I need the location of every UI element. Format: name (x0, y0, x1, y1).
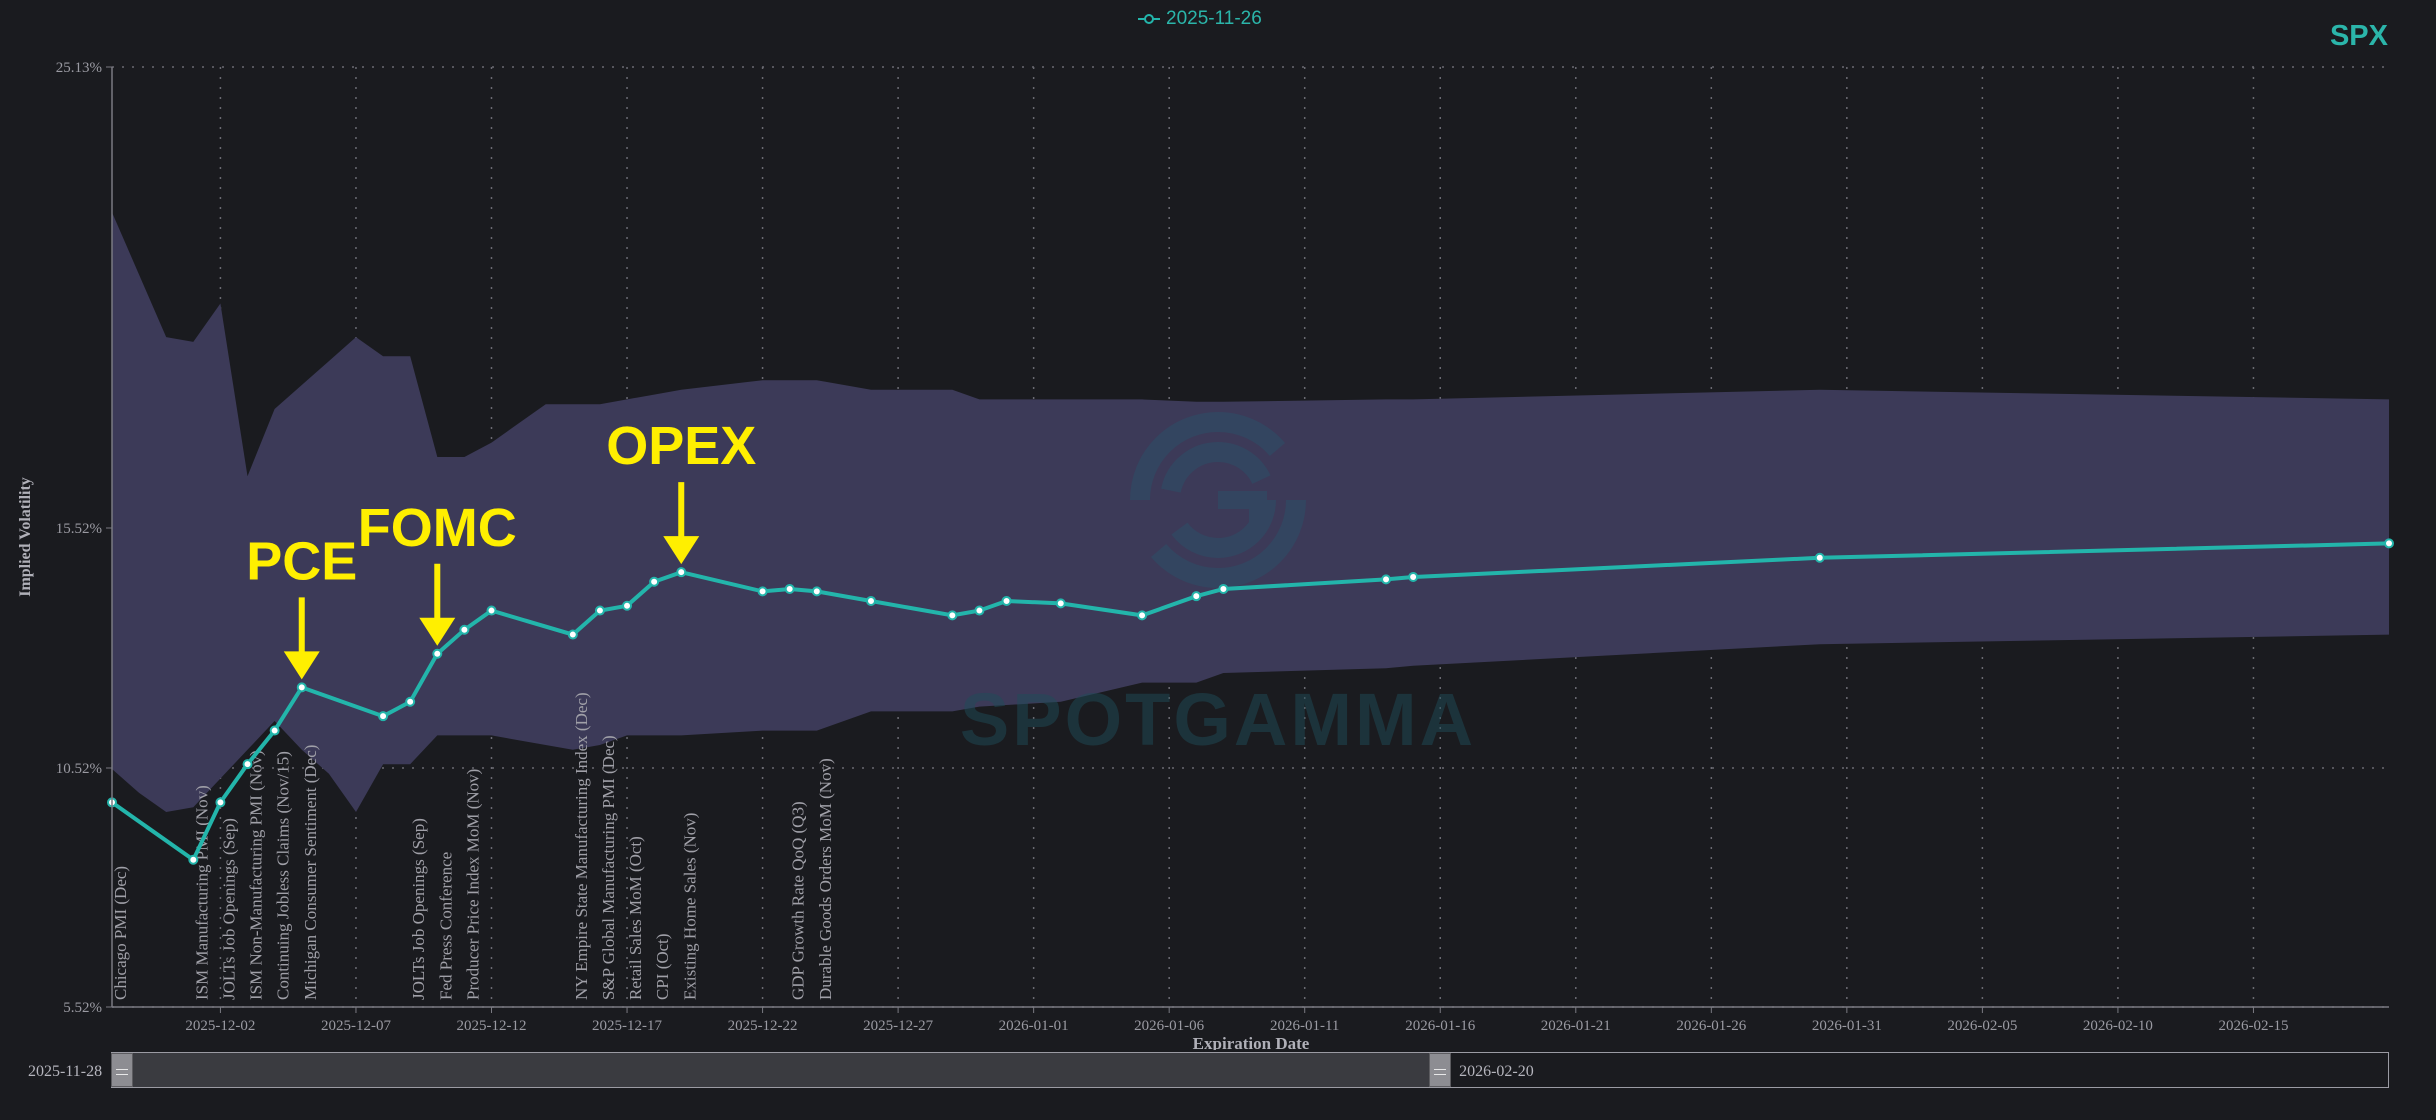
x-tick-label: 2026-01-16 (1405, 1018, 1475, 1034)
event-label: ISM Manufacturing PMI (Nov) (192, 785, 211, 1000)
annotation-arrow-head-icon (283, 651, 320, 680)
data-point[interactable] (1408, 571, 1419, 582)
event-label: Existing Home Sales (Nov) (680, 813, 699, 1000)
slider-start-label: 2025-11-28 (28, 1063, 103, 1080)
data-point[interactable] (2384, 538, 2394, 549)
event-label: GDP Growth Rate QoQ (Q3) (789, 801, 808, 1000)
x-tick-label: 2026-01-31 (1812, 1018, 1882, 1034)
event-label: CPI (Oct) (653, 933, 672, 1000)
event-label: ISM Non-Manufacturing PMI (Nov) (247, 750, 266, 1000)
range-slider-left-handle[interactable] (111, 1053, 133, 1087)
data-point[interactable] (432, 648, 443, 659)
annotation-label-pce: PCE (246, 531, 357, 591)
spotgamma-watermark: SPOTGAMMA (960, 412, 1476, 761)
implied-volatility-chart[interactable]: SPOTGAMMA Chicago PMI (Dec) ISM Manufactu… (0, 0, 2436, 1050)
y-tick-label: 15.52% (56, 521, 102, 537)
data-point[interactable] (486, 605, 497, 616)
event-label: Retail Sales MoM (Oct) (626, 836, 645, 1000)
annotation-pce: PCE (246, 531, 357, 680)
data-point[interactable] (622, 600, 633, 611)
x-tick-label: 2025-12-27 (863, 1018, 933, 1034)
annotation-label-fomc: FOMC (358, 498, 517, 558)
y-tick-label: 25.13% (56, 60, 102, 76)
x-tick-label: 2026-01-21 (1541, 1018, 1611, 1034)
legend-line-marker-icon (1138, 14, 1160, 24)
data-point[interactable] (1001, 595, 1012, 606)
data-point[interactable] (296, 682, 307, 693)
data-point[interactable] (811, 586, 822, 597)
data-point[interactable] (1055, 598, 1066, 609)
data-point[interactable] (1218, 583, 1229, 594)
range-slider-selection[interactable] (112, 1053, 1441, 1087)
x-tick-label: 2025-12-07 (321, 1018, 391, 1034)
event-label: Fed Press Conference (436, 852, 455, 1000)
annotation-arrow-head-icon (419, 617, 456, 646)
data-point[interactable] (947, 610, 958, 621)
data-point[interactable] (757, 586, 768, 597)
data-point[interactable] (974, 605, 985, 616)
chart-legend[interactable]: 2025-11-26 (1138, 8, 1262, 30)
data-point[interactable] (242, 759, 253, 770)
data-point[interactable] (567, 629, 578, 640)
data-point[interactable] (405, 696, 416, 707)
annotation-fomc: FOMC (358, 498, 517, 646)
slider-end-label: 2026-02-20 (1459, 1063, 1534, 1080)
y-tick-label: 5.52% (63, 1000, 102, 1016)
x-tick-label: 2026-01-06 (1134, 1018, 1204, 1034)
range-slider-right-handle[interactable] (1429, 1053, 1452, 1087)
event-label: Chicago PMI (Dec) (111, 866, 130, 1000)
event-label: NY Empire State Manufacturing Index (Dec… (572, 692, 591, 1000)
data-point[interactable] (1381, 574, 1392, 585)
range-slider[interactable] (111, 1052, 2389, 1088)
x-tick-label: 2026-01-01 (999, 1018, 1069, 1034)
x-tick-label: 2026-01-26 (1676, 1018, 1746, 1034)
event-label: JOLTs Job Openings (Sep) (219, 818, 238, 1000)
annotation-opex: OPEX (606, 416, 756, 565)
x-tick-label: 2026-01-11 (1270, 1018, 1339, 1034)
data-point[interactable] (459, 624, 470, 635)
event-label: Continuing Jobless Claims (Nov/15) (274, 751, 293, 1000)
data-point[interactable] (188, 854, 199, 865)
y-tick-label: 10.52% (56, 761, 102, 777)
y-axis-title: Implied Volatility (17, 477, 34, 597)
data-point[interactable] (1137, 610, 1148, 621)
event-label: S&P Global Manufacturing PMI (Dec) (599, 735, 618, 1000)
watermark-text: SPOTGAMMA (960, 678, 1476, 761)
event-label: Michigan Consumer Sentiment (Dec) (301, 745, 320, 1000)
data-point[interactable] (269, 725, 280, 736)
annotation-label-opex: OPEX (606, 416, 756, 476)
ticker-symbol: SPX (2329, 20, 2388, 52)
data-point[interactable] (649, 576, 660, 587)
data-point[interactable] (378, 711, 389, 722)
x-tick-label: 2025-12-22 (728, 1018, 798, 1034)
spotgamma-logo-icon (1130, 412, 1306, 588)
x-tick-label: 2026-02-15 (2218, 1018, 2288, 1034)
x-tick-label: 2026-02-05 (1947, 1018, 2017, 1034)
event-label: Producer Price Index MoM (Nov) (463, 769, 482, 1000)
event-label: Durable Goods Orders MoM (Nov) (816, 758, 835, 1000)
data-point[interactable] (594, 605, 605, 616)
data-point[interactable] (215, 797, 226, 808)
annotation-arrow-head-icon (663, 536, 700, 565)
x-tick-label: 2025-12-17 (592, 1018, 662, 1034)
x-tick-label: 2025-12-02 (185, 1018, 255, 1034)
data-point[interactable] (784, 583, 795, 594)
data-point[interactable] (1191, 591, 1202, 602)
data-point[interactable] (866, 595, 876, 606)
event-label: JOLTs Job Openings (Sep) (409, 818, 428, 1000)
x-tick-label: 2025-12-12 (457, 1018, 527, 1034)
x-tick-label: 2026-02-10 (2083, 1018, 2153, 1034)
data-point[interactable] (676, 567, 687, 578)
legend-label: 2025-11-26 (1166, 8, 1262, 29)
x-axis-title: Expiration Date (1193, 1034, 1310, 1050)
data-point[interactable] (1814, 552, 1825, 563)
